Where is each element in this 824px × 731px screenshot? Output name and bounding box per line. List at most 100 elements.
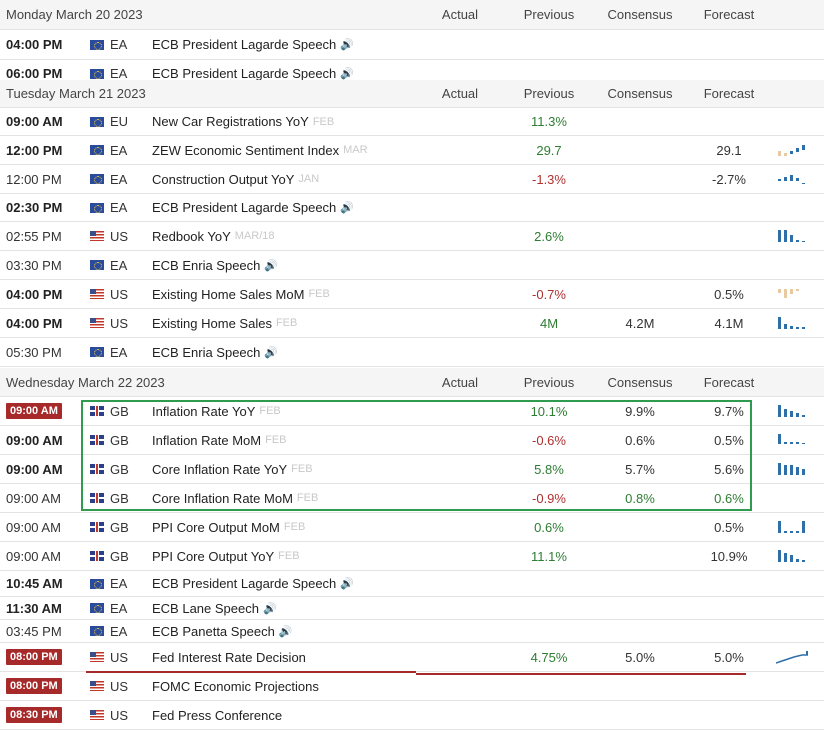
event-row[interactable]: 10:45 AM EA ECB President Lagarde Speech 🔊 xyxy=(0,571,824,597)
column-header-previous[interactable]: Previous xyxy=(523,374,575,390)
event-cell[interactable]: ECB Enria Speech 🔊 xyxy=(152,251,278,279)
event-row[interactable]: 05:30 PM EA ECB Enria Speech 🔊 xyxy=(0,338,824,367)
sparkline-cell[interactable] xyxy=(776,455,816,483)
event-name[interactable]: Existing Home Sales xyxy=(152,315,272,331)
event-row[interactable]: 04:00 PM US Existing Home Sales FEB 4M 4.2M 4.… xyxy=(0,309,824,338)
column-header-actual[interactable]: Actual xyxy=(441,86,479,101)
sparkline-chart[interactable] xyxy=(776,315,808,331)
speaker-icon[interactable]: 🔊 xyxy=(340,39,354,51)
sparkline-chart[interactable] xyxy=(776,286,808,302)
column-header-actual[interactable]: Actual xyxy=(441,7,479,22)
column-header-consensus[interactable]: Consensus xyxy=(607,374,673,390)
sparkline-chart[interactable] xyxy=(776,142,808,158)
event-row[interactable]: 02:55 PM US Redbook YoY MAR/18 2.6% xyxy=(0,222,824,251)
column-header-forecast[interactable]: Forecast xyxy=(703,86,755,101)
event-name[interactable]: Inflation Rate MoM xyxy=(152,432,262,448)
event-name[interactable]: PPI Core Output MoM xyxy=(152,519,280,535)
event-name[interactable]: Core Inflation Rate MoM xyxy=(152,490,293,506)
event-cell[interactable]: Redbook YoY MAR/18 xyxy=(152,222,275,250)
event-name[interactable]: Redbook YoY xyxy=(152,228,231,244)
event-cell[interactable]: ECB President Lagarde Speech 🔊 xyxy=(152,194,354,221)
event-cell[interactable]: ECB Lane Speech 🔊 xyxy=(152,597,277,619)
event-cell[interactable]: Core Inflation Rate YoY FEB xyxy=(152,455,313,483)
speaker-icon[interactable]: 🔊 xyxy=(264,259,279,272)
event-name[interactable]: PPI Core Output YoY xyxy=(152,548,275,564)
event-cell[interactable]: New Car Registrations YoY FEB xyxy=(152,108,334,135)
event-cell[interactable]: PPI Core Output MoM FEB xyxy=(152,513,305,541)
event-name[interactable]: Construction Output YoY xyxy=(152,171,295,187)
event-cell[interactable]: Existing Home Sales FEB xyxy=(152,309,297,337)
event-row[interactable]: 12:00 PM EA Construction Output YoY JAN -1.3… xyxy=(0,165,824,194)
event-name[interactable]: Existing Home Sales MoM xyxy=(152,286,305,302)
event-cell[interactable]: Fed Interest Rate Decision xyxy=(152,643,306,671)
sparkline-cell[interactable] xyxy=(776,426,816,454)
event-cell[interactable]: FOMC Economic Projections xyxy=(152,672,319,700)
column-header-consensus[interactable]: Consensus xyxy=(607,86,673,101)
sparkline-cell[interactable] xyxy=(776,136,816,164)
event-row[interactable]: 12:00 PM EA ZEW Economic Sentiment Index MA… xyxy=(0,136,824,165)
event-name[interactable]: ECB President Lagarde Speech xyxy=(152,37,337,52)
sparkline-cell[interactable] xyxy=(776,513,816,541)
event-row[interactable]: 09:00 AM GB Core Inflation Rate YoY FEB 5.8%… xyxy=(0,455,824,484)
event-name[interactable]: ECB Lane Speech xyxy=(152,600,259,616)
event-row[interactable]: 09:00 AM GB Core Inflation Rate MoM FEB -0.9… xyxy=(0,484,824,513)
column-header-forecast[interactable]: Forecast xyxy=(703,374,755,390)
event-row[interactable]: 09:00 AM GB PPI Core Output YoY FEB 11.1% 10.… xyxy=(0,542,824,571)
event-name[interactable]: ECB President Lagarde Speech xyxy=(152,200,337,215)
event-row[interactable]: 03:30 PM EA ECB Enria Speech 🔊 xyxy=(0,251,824,280)
event-name[interactable]: Fed Press Conference xyxy=(152,707,283,723)
event-row[interactable]: 09:00 AM EU New Car Registrations YoY FEB 11… xyxy=(0,108,824,136)
event-row[interactable]: 02:30 PM EA ECB President Lagarde Speech 🔊 xyxy=(0,194,824,222)
event-row[interactable]: 04:00 PM EA ECB President Lagarde Speech 🔊 xyxy=(0,30,824,60)
sparkline-cell[interactable] xyxy=(776,280,816,308)
sparkline-chart[interactable] xyxy=(776,548,808,564)
event-name[interactable]: ZEW Economic Sentiment Index xyxy=(152,142,340,158)
event-name[interactable]: ECB Panetta Speech xyxy=(152,623,275,639)
speaker-icon[interactable]: 🔊 xyxy=(340,68,354,80)
event-cell[interactable]: Construction Output YoY JAN xyxy=(152,165,319,193)
event-name[interactable]: ECB Enria Speech xyxy=(152,344,261,360)
sparkline-chart[interactable] xyxy=(776,432,808,448)
event-cell[interactable]: ZEW Economic Sentiment Index MAR xyxy=(152,136,368,164)
event-cell[interactable]: ECB President Lagarde Speech 🔊 xyxy=(152,571,354,596)
event-name[interactable]: Core Inflation Rate YoY xyxy=(152,461,288,477)
event-cell[interactable]: PPI Core Output YoY FEB xyxy=(152,542,300,570)
event-row[interactable]: 09:00 AM GB Inflation Rate MoM FEB -0.6% 0.6%… xyxy=(0,426,824,455)
sparkline-chart[interactable] xyxy=(776,228,808,244)
column-header-previous[interactable]: Previous xyxy=(523,7,575,22)
event-row[interactable]: 08:00 PM US FOMC Economic Projections xyxy=(0,672,824,701)
event-row[interactable]: 03:45 PM EA ECB Panetta Speech 🔊 xyxy=(0,620,824,643)
event-cell[interactable]: Fed Press Conference xyxy=(152,701,282,729)
event-name[interactable]: ECB Enria Speech xyxy=(152,257,261,273)
event-name[interactable]: Inflation Rate YoY xyxy=(152,403,256,419)
sparkline-cell[interactable] xyxy=(776,165,816,193)
column-header-consensus[interactable]: Consensus xyxy=(607,7,673,22)
event-cell[interactable]: ECB Enria Speech 🔊 xyxy=(152,338,278,366)
event-name[interactable]: ECB President Lagarde Speech xyxy=(152,66,337,81)
event-row[interactable]: 04:00 PM US Existing Home Sales MoM FEB -0.7… xyxy=(0,280,824,309)
column-header-actual[interactable]: Actual xyxy=(441,374,479,390)
event-cell[interactable]: Inflation Rate MoM FEB xyxy=(152,426,287,454)
sparkline-cell[interactable] xyxy=(776,309,816,337)
sparkline-chart[interactable] xyxy=(776,519,808,535)
column-header-previous[interactable]: Previous xyxy=(523,86,575,101)
event-row[interactable]: 08:30 PM US Fed Press Conference xyxy=(0,701,824,730)
sparkline-cell[interactable] xyxy=(776,542,816,570)
event-name[interactable]: Fed Interest Rate Decision xyxy=(152,649,306,665)
event-row[interactable]: 08:00 PM US Fed Interest Rate Decision 4.75… xyxy=(0,643,824,672)
event-cell[interactable]: Core Inflation Rate MoM FEB xyxy=(152,484,318,512)
event-row[interactable]: 09:00 AM GB PPI Core Output MoM FEB 0.6% 0.5% xyxy=(0,513,824,542)
event-row[interactable]: 09:00 AM GB Inflation Rate YoY FEB 10.1% 9.9%… xyxy=(0,397,824,426)
speaker-icon[interactable]: 🔊 xyxy=(340,578,354,590)
event-row[interactable]: 11:30 AM EA ECB Lane Speech 🔊 xyxy=(0,597,824,620)
event-cell[interactable]: ECB President Lagarde Speech 🔊 xyxy=(152,60,354,87)
sparkline-chart[interactable] xyxy=(776,403,808,419)
sparkline-chart[interactable] xyxy=(776,171,808,187)
event-cell[interactable]: ECB President Lagarde Speech 🔊 xyxy=(152,30,354,59)
sparkline-cell[interactable] xyxy=(776,643,816,671)
sparkline-cell[interactable] xyxy=(776,397,816,425)
event-cell[interactable]: Existing Home Sales MoM FEB xyxy=(152,280,330,308)
event-cell[interactable]: ECB Panetta Speech 🔊 xyxy=(152,620,293,642)
speaker-icon[interactable]: 🔊 xyxy=(340,202,354,214)
event-name[interactable]: ECB President Lagarde Speech xyxy=(152,576,337,591)
